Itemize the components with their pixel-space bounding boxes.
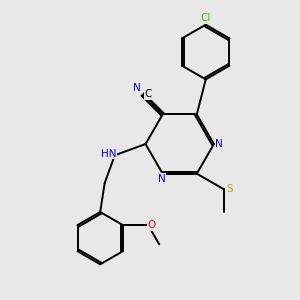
Text: N: N <box>215 139 223 149</box>
Text: HN: HN <box>100 149 116 159</box>
Text: C: C <box>144 89 152 100</box>
Text: N: N <box>134 83 141 93</box>
Text: N: N <box>158 174 166 184</box>
Text: Cl: Cl <box>200 13 211 23</box>
Text: S: S <box>226 184 232 194</box>
Text: O: O <box>148 220 156 230</box>
